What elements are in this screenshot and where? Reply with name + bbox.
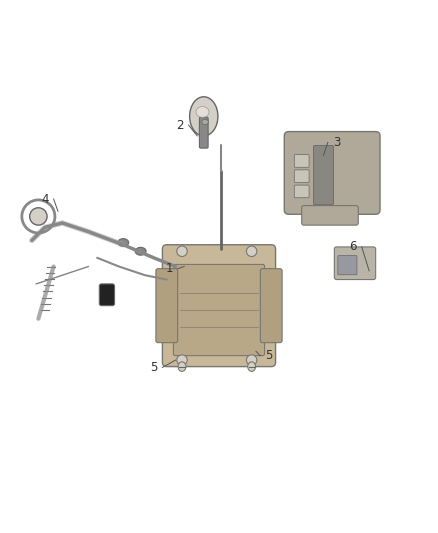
Circle shape — [30, 208, 47, 225]
Text: 1: 1 — [165, 262, 173, 275]
Text: 6: 6 — [349, 240, 357, 253]
Ellipse shape — [196, 107, 209, 117]
FancyBboxPatch shape — [294, 185, 309, 198]
Circle shape — [247, 246, 257, 256]
Ellipse shape — [190, 97, 218, 136]
Ellipse shape — [135, 247, 146, 255]
Text: 2: 2 — [176, 118, 184, 132]
FancyBboxPatch shape — [173, 264, 265, 356]
FancyBboxPatch shape — [162, 245, 276, 367]
FancyBboxPatch shape — [334, 247, 376, 279]
FancyBboxPatch shape — [338, 256, 357, 275]
FancyBboxPatch shape — [199, 117, 208, 148]
Ellipse shape — [178, 362, 186, 372]
Text: 4: 4 — [41, 192, 49, 206]
Text: 3: 3 — [333, 136, 340, 149]
Ellipse shape — [248, 362, 255, 372]
FancyBboxPatch shape — [314, 146, 333, 205]
Text: 5: 5 — [150, 361, 157, 374]
Circle shape — [177, 355, 187, 365]
FancyBboxPatch shape — [260, 269, 282, 343]
Text: 5: 5 — [265, 349, 273, 362]
FancyBboxPatch shape — [294, 155, 309, 167]
FancyBboxPatch shape — [284, 132, 380, 214]
FancyBboxPatch shape — [294, 170, 309, 182]
Ellipse shape — [118, 239, 129, 246]
Ellipse shape — [202, 119, 208, 125]
Circle shape — [247, 355, 257, 365]
FancyBboxPatch shape — [99, 284, 115, 305]
FancyBboxPatch shape — [302, 206, 358, 225]
FancyBboxPatch shape — [156, 269, 178, 343]
Circle shape — [177, 246, 187, 256]
